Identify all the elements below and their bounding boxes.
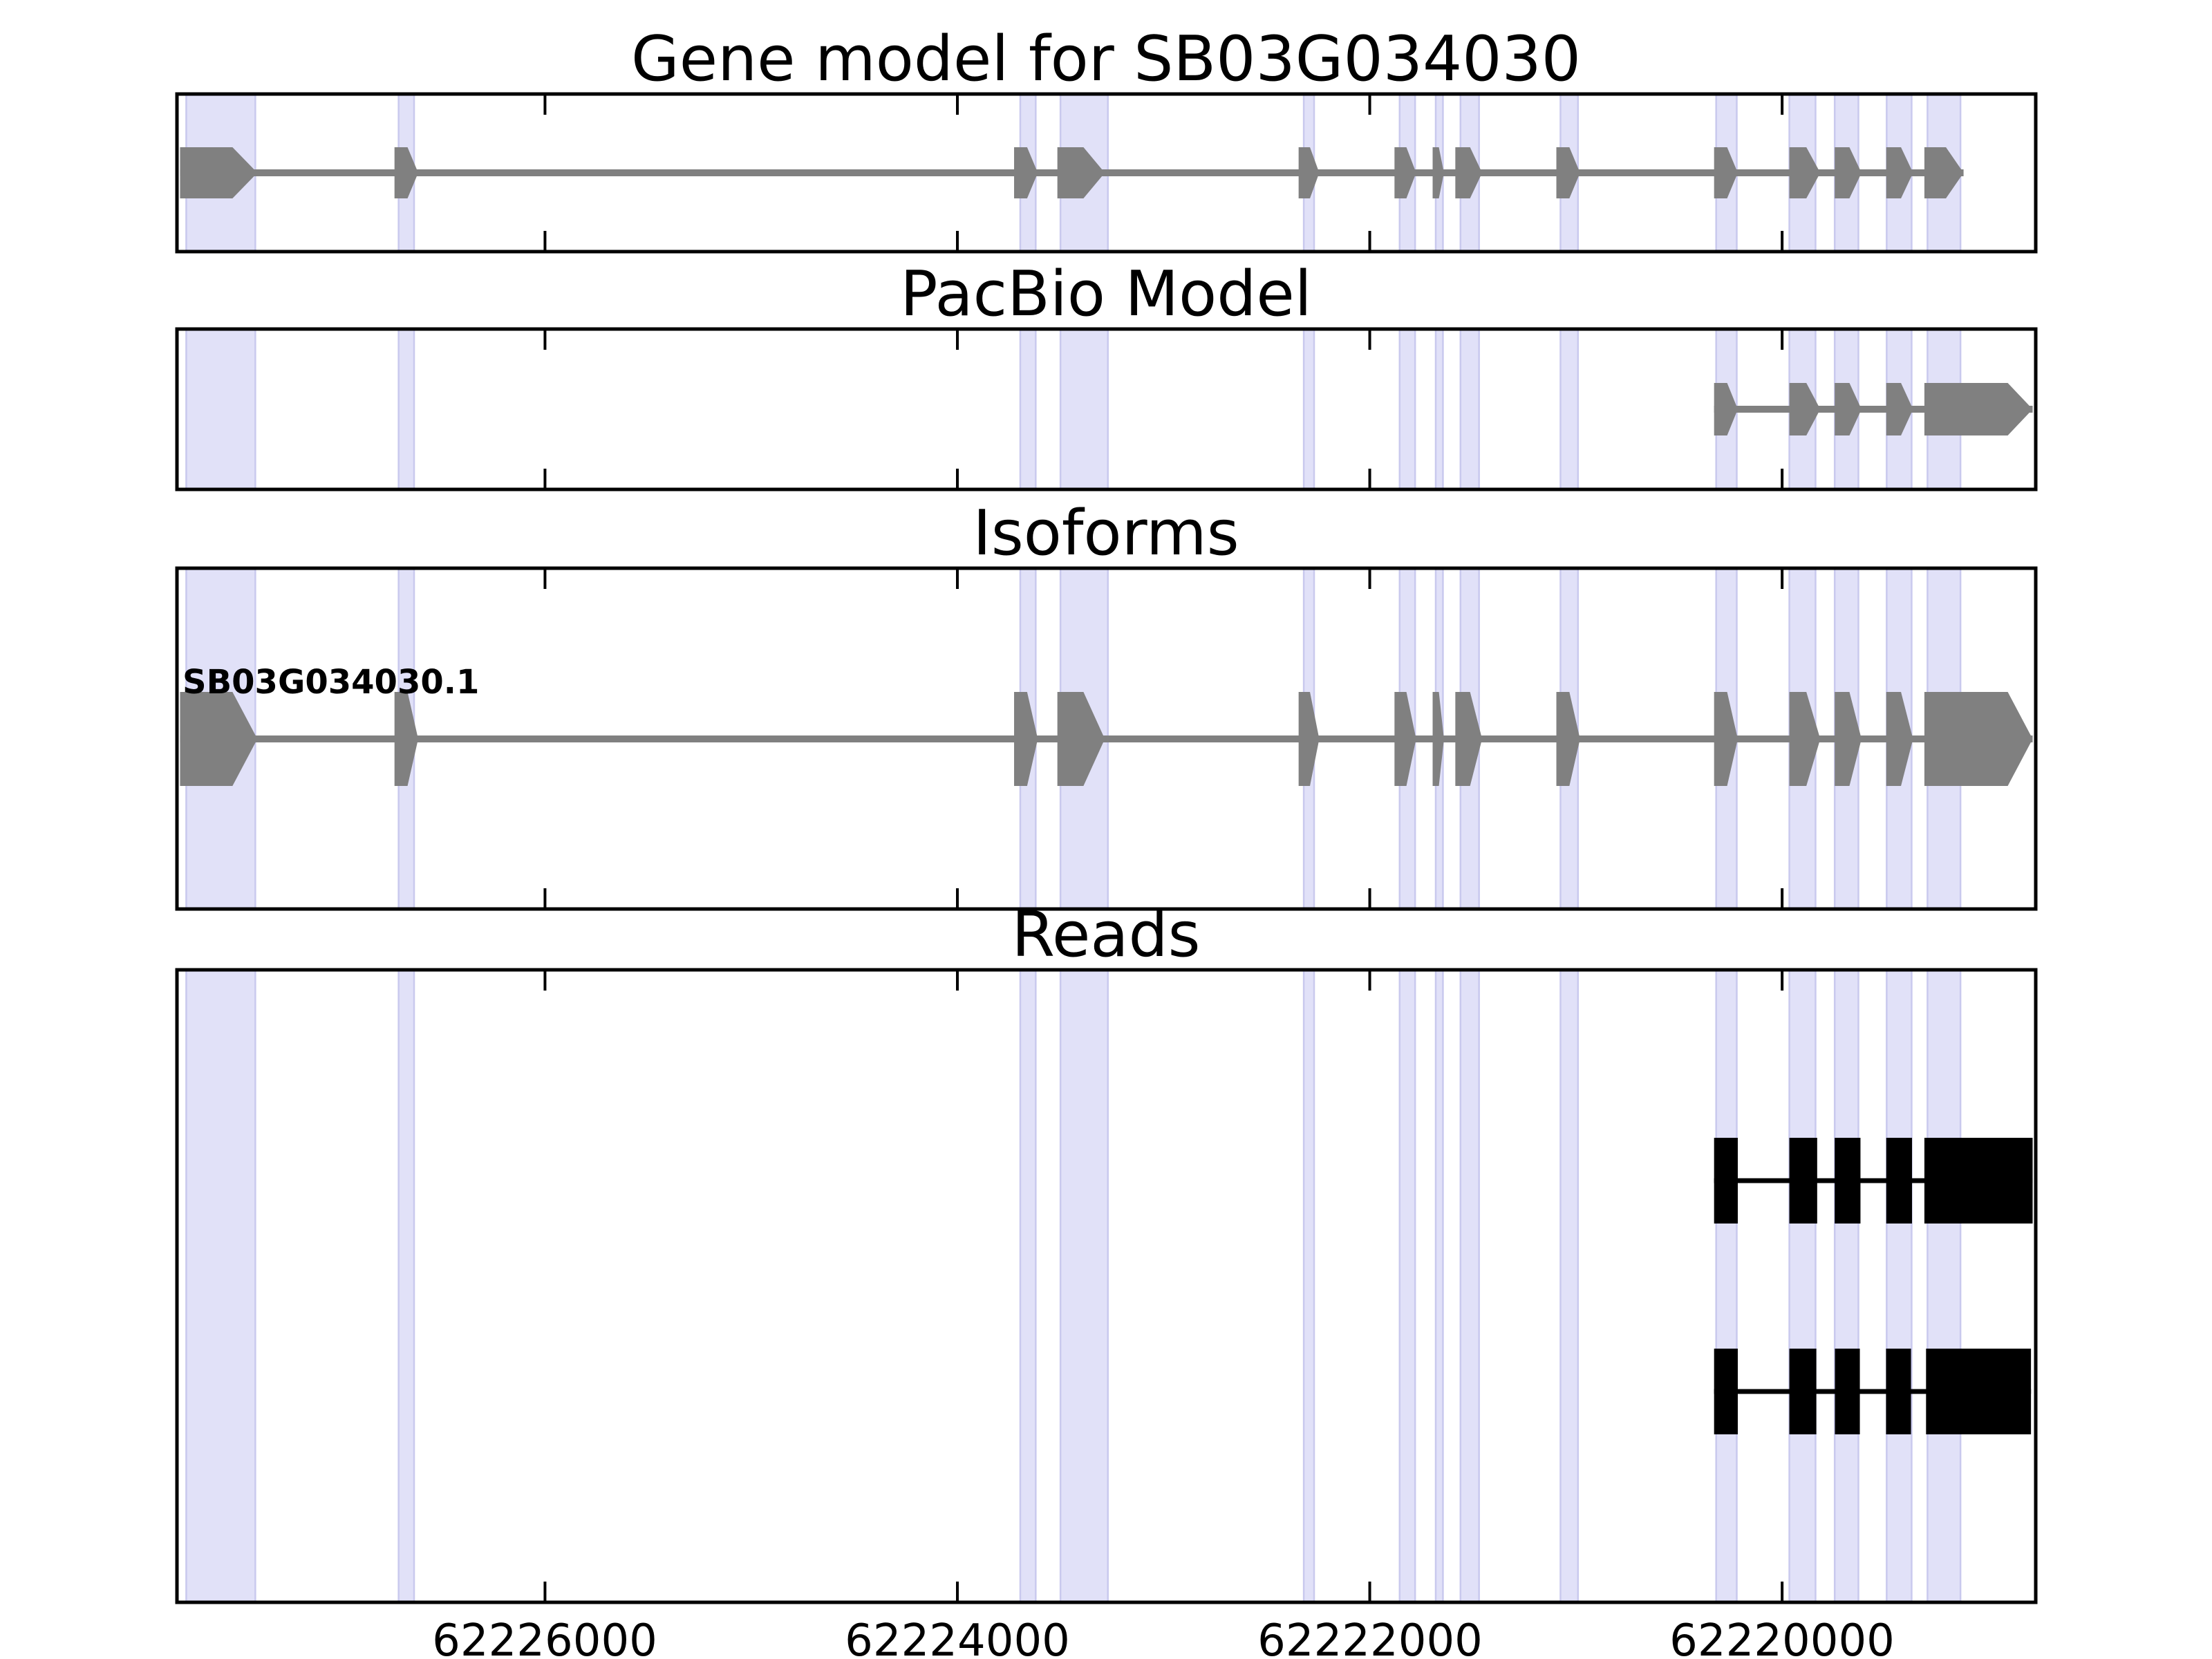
highlight-band bbox=[1459, 328, 1480, 491]
pacbio-model-exon bbox=[1789, 383, 1821, 435]
isoforms-exon bbox=[1432, 692, 1444, 786]
panel-title-reads: Reads bbox=[1011, 899, 1200, 971]
pacbio-model-exon bbox=[1886, 383, 1913, 435]
isoforms-exon bbox=[394, 692, 418, 786]
gene-model-exon bbox=[1014, 147, 1038, 198]
highlight-band bbox=[1715, 968, 1738, 1604]
panel-isoforms bbox=[175, 566, 2038, 911]
isoforms-exon bbox=[1455, 692, 1483, 786]
highlight-band bbox=[1302, 328, 1315, 491]
gene-model-exon bbox=[1455, 147, 1483, 198]
highlight-band bbox=[1059, 328, 1109, 491]
pacbio-model-exon bbox=[1835, 383, 1862, 435]
panel-border bbox=[175, 327, 2038, 491]
panel-title-gene-model: Gene model for SB03G034030 bbox=[631, 23, 1581, 95]
reads-exon bbox=[1886, 1138, 1913, 1224]
gene-model-exon bbox=[1714, 147, 1738, 198]
isoforms-exon bbox=[1789, 692, 1821, 786]
highlight-band bbox=[1459, 968, 1480, 1604]
highlight-band bbox=[1927, 968, 1962, 1604]
gene-model-exon bbox=[1394, 147, 1416, 198]
reads-exon bbox=[1926, 1349, 2032, 1434]
highlight-band bbox=[1434, 328, 1444, 491]
gene-model-exon bbox=[1835, 147, 1862, 198]
isoforms-exon bbox=[1298, 692, 1320, 786]
highlight-band bbox=[1559, 968, 1580, 1604]
isoforms-exon bbox=[1556, 692, 1580, 786]
panel-border bbox=[175, 92, 2038, 254]
highlight-band bbox=[1886, 968, 1913, 1604]
reads-exon bbox=[1789, 1349, 1817, 1434]
gene-model-exon bbox=[1298, 147, 1320, 198]
isoforms-exon bbox=[1924, 692, 2033, 786]
highlight-band bbox=[1302, 968, 1315, 1604]
isoform-name-label: SB03G034030.1 bbox=[182, 663, 479, 702]
gene-model-exon bbox=[1556, 147, 1580, 198]
highlight-band bbox=[1019, 968, 1037, 1604]
panel-title-pacbio-model: PacBio Model bbox=[900, 258, 1312, 330]
reads-exon bbox=[1714, 1349, 1738, 1434]
reads-exon bbox=[1835, 1138, 1861, 1224]
panel-title-isoforms: Isoforms bbox=[973, 497, 1239, 570]
isoforms-exon bbox=[1714, 692, 1738, 786]
gene-model-exon bbox=[1886, 147, 1913, 198]
isoforms-exon bbox=[1886, 692, 1913, 786]
gene-model-exon bbox=[1432, 147, 1444, 198]
highlight-band bbox=[1833, 968, 1859, 1604]
panel-border bbox=[175, 968, 2038, 1604]
gene-model-exon bbox=[1924, 147, 1964, 198]
x-tick-label-62222000: 62222000 bbox=[1257, 1615, 1483, 1659]
panel-gene-model bbox=[175, 92, 2038, 254]
gene-model-exon bbox=[1057, 147, 1105, 198]
chart-layer bbox=[175, 92, 2038, 1604]
isoforms-exon bbox=[1835, 692, 1862, 786]
panel-reads bbox=[175, 968, 2038, 1604]
gene-model-exon bbox=[180, 147, 258, 198]
reads-exon bbox=[1789, 1138, 1817, 1224]
pacbio-model-exon bbox=[1924, 383, 2033, 435]
isoforms-exon bbox=[1014, 692, 1038, 786]
highlight-band bbox=[1398, 968, 1416, 1604]
highlight-band bbox=[1434, 968, 1444, 1604]
highlight-band bbox=[1398, 328, 1416, 491]
x-tick-label-62220000: 62220000 bbox=[1669, 1615, 1895, 1659]
highlight-band bbox=[1019, 328, 1037, 491]
isoforms-exon bbox=[1394, 692, 1416, 786]
pacbio-model-exon bbox=[1714, 383, 1738, 435]
reads-exon bbox=[1714, 1138, 1738, 1224]
highlight-band bbox=[1788, 968, 1817, 1604]
reads-exon bbox=[1886, 1349, 1911, 1434]
highlight-band bbox=[1059, 968, 1109, 1604]
x-tick-label-62226000: 62226000 bbox=[432, 1615, 657, 1659]
highlight-band bbox=[185, 968, 256, 1604]
reads-exon bbox=[1835, 1349, 1860, 1434]
highlight-band bbox=[185, 328, 256, 491]
x-tick-label-62224000: 62224000 bbox=[845, 1615, 1070, 1659]
panel-pacbio-model bbox=[175, 327, 2038, 491]
highlight-band bbox=[397, 968, 415, 1604]
isoforms-exon bbox=[1057, 692, 1105, 786]
reads-exon bbox=[1924, 1138, 2033, 1224]
panel-border bbox=[175, 566, 2038, 911]
highlight-band bbox=[397, 328, 415, 491]
gene-model-exon bbox=[394, 147, 418, 198]
highlight-band bbox=[1559, 328, 1580, 491]
isoforms-exon bbox=[180, 692, 258, 786]
gene-model-exon bbox=[1789, 147, 1821, 198]
